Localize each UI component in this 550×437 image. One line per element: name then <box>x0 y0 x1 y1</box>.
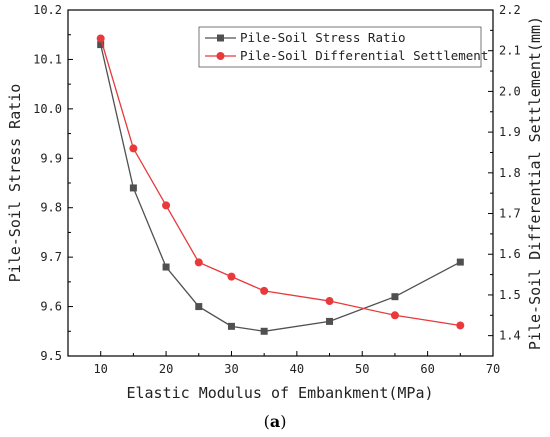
caption-close: ) <box>280 412 286 431</box>
right-y-axis-ticks: 1.4 1.5 1.6 1.7 1.8 1.9 2.0 2.1 2.2 <box>488 3 521 343</box>
right-y-axis-title: Pile-Soil Differential Settlement(mm) <box>526 16 544 350</box>
legend: Pile-Soil Stress Ratio Pile-Soil Differen… <box>198 26 488 68</box>
left-y-axis-ticks: 9.5 9.6 9.7 9.8 9.9 10.0 10.1 10.2 <box>33 3 73 363</box>
series-2-point <box>390 311 399 320</box>
figure-caption: (a) <box>264 412 287 431</box>
left-y-tick-label: 9.7 <box>40 250 62 264</box>
right-y-tick-label: 1.9 <box>499 125 521 139</box>
x-tick-label: 20 <box>159 362 173 376</box>
left-y-tick-label: 10.2 <box>33 3 62 17</box>
series-2-point <box>260 286 269 295</box>
x-axis-ticks: 10 20 30 40 50 60 70 <box>67 351 500 376</box>
series-1-point <box>456 258 464 266</box>
series-1-point <box>162 263 170 271</box>
x-tick-label: 40 <box>290 362 304 376</box>
right-y-tick-label: 1.6 <box>499 247 521 261</box>
right-y-tick-label: 2.2 <box>499 3 521 17</box>
right-y-tick-label: 1.5 <box>499 288 521 302</box>
caption-letter: a <box>270 412 280 431</box>
legend-label-2: Pile-Soil Differential Settlement <box>240 48 488 63</box>
right-y-tick-label: 2.0 <box>499 84 521 98</box>
series-2-point <box>325 297 334 306</box>
x-tick-label: 50 <box>355 362 369 376</box>
legend-marker-1 <box>217 34 224 42</box>
right-y-tick-label: 1.7 <box>499 207 521 221</box>
series-line-2 <box>100 38 461 327</box>
left-y-tick-label: 10.0 <box>33 102 62 116</box>
series-2-point <box>194 258 203 267</box>
left-y-tick-label: 9.5 <box>40 349 62 363</box>
left-y-tick-label: 9.8 <box>40 201 62 215</box>
series-1-point <box>326 317 334 325</box>
left-y-tick-label: 9.9 <box>40 151 62 165</box>
x-tick-label: 60 <box>420 362 434 376</box>
series-1-point <box>391 293 399 301</box>
series-2-point <box>162 201 171 210</box>
legend-box <box>198 26 482 68</box>
x-tick-label: 10 <box>93 362 107 376</box>
left-y-tick-label: 9.6 <box>40 300 62 314</box>
right-y-tick-label: 2.1 <box>499 44 521 58</box>
series-1-point <box>260 327 268 335</box>
caption-open: ( <box>264 412 270 431</box>
series-2-point <box>96 34 105 43</box>
series-2-point <box>456 321 465 330</box>
series-1-point <box>195 303 203 311</box>
series-line-1 <box>100 44 461 332</box>
x-axis-title: Elastic Modulus of Embankment(MPa) <box>126 384 433 402</box>
series-1-point <box>97 41 105 49</box>
x-tick-label: 30 <box>224 362 238 376</box>
x-tick-label: 70 <box>486 362 500 376</box>
left-y-tick-label: 10.1 <box>33 52 62 66</box>
series-2-point <box>227 272 236 281</box>
series-1-point <box>129 184 137 192</box>
legend-marker-2 <box>216 52 225 60</box>
series-2-point <box>129 144 138 153</box>
right-y-tick-label: 1.8 <box>499 166 521 180</box>
series-layer <box>96 34 465 335</box>
series-1-point <box>227 322 235 330</box>
legend-label-1: Pile-Soil Stress Ratio <box>240 30 406 45</box>
right-y-tick-label: 1.4 <box>499 329 521 343</box>
left-y-axis-title: Pile-Soil Stress Ratio <box>6 84 24 283</box>
